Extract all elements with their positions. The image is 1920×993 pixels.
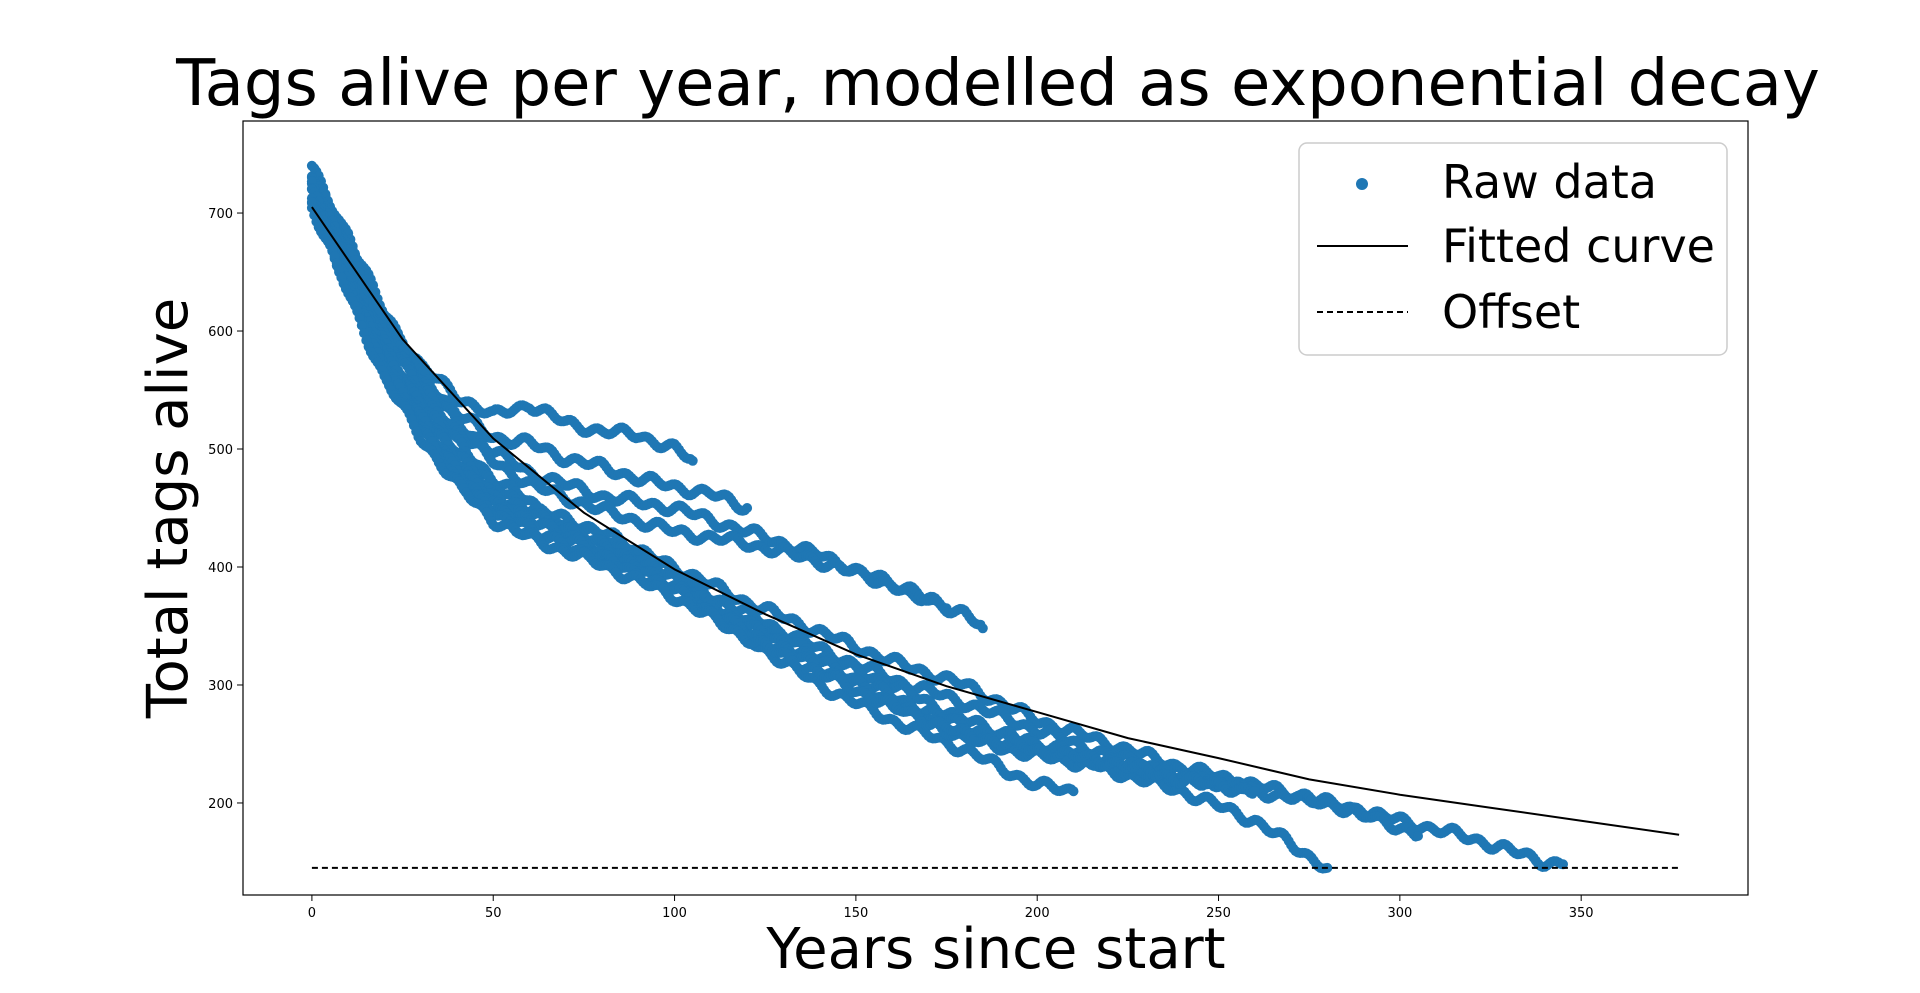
- legend: Raw data Fitted curve Offset: [1298, 142, 1728, 356]
- x-tick-label: 50: [485, 906, 502, 921]
- raw-data-point: [356, 320, 367, 331]
- y-tick-label: 600: [208, 325, 233, 340]
- legend-label-offset: Offset: [1442, 285, 1580, 339]
- raw-data-point: [687, 455, 698, 466]
- x-tick-label: 150: [843, 906, 868, 921]
- legend-marker-raw-data: [1356, 178, 1368, 190]
- legend-label-raw-data: Raw data: [1442, 155, 1657, 209]
- y-tick-label: 500: [208, 443, 233, 458]
- x-tick-label: 250: [1206, 906, 1231, 921]
- raw-data-points: [306, 160, 1568, 874]
- legend-label-fitted-curve: Fitted curve: [1442, 219, 1715, 273]
- legend-box: [1298, 142, 1728, 356]
- y-tick-label: 200: [208, 797, 233, 812]
- y-tick-label: 400: [208, 561, 233, 576]
- x-tick-label: 350: [1569, 906, 1594, 921]
- fitted-curve-line: [311, 206, 1680, 836]
- x-tick-label: 0: [308, 906, 316, 921]
- raw-data-point: [1413, 831, 1423, 841]
- raw-data-point: [977, 623, 988, 634]
- x-tick-label: 200: [1025, 906, 1050, 921]
- raw-data-point: [1249, 786, 1260, 797]
- y-axis-label: Total tags alive: [136, 298, 201, 719]
- x-axis-label: Years since start: [765, 917, 1225, 982]
- raw-data-point: [742, 503, 753, 513]
- y-axis-ticks: 200 300 400 500 600 700: [208, 207, 243, 812]
- x-axis-ticks: 0 50 100 150 200 250 300 350: [308, 895, 1594, 921]
- x-tick-label: 100: [662, 906, 687, 921]
- y-tick-label: 300: [208, 679, 233, 694]
- x-tick-label: 300: [1387, 906, 1412, 921]
- raw-data-point: [1558, 859, 1568, 870]
- plot-area-frame: [242, 120, 1749, 896]
- chart-title: Tags alive per year, modelled as exponen…: [175, 47, 1820, 121]
- raw-data-point: [1068, 786, 1079, 797]
- y-tick-label: 700: [208, 207, 233, 222]
